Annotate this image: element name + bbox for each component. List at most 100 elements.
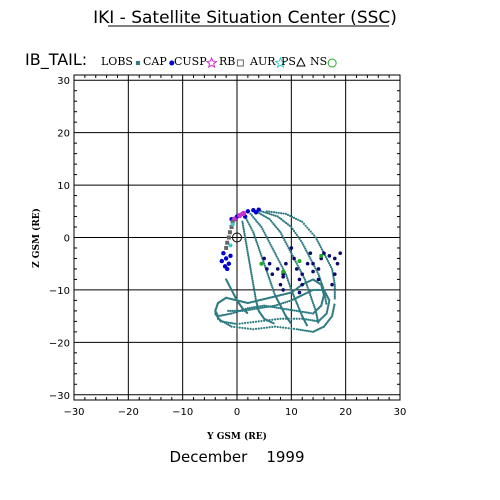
- ps-point: [305, 261, 310, 266]
- lobs-point: [289, 250, 292, 254]
- lobs-point: [265, 216, 268, 219]
- lobs-point: [260, 225, 263, 229]
- lobs-point: [252, 233, 256, 236]
- cap-point: [245, 209, 251, 214]
- lobs-point: [269, 280, 272, 283]
- cap-point: [228, 253, 233, 259]
- lobs-point: [279, 231, 282, 234]
- lobs-point: [327, 302, 330, 305]
- lobs-point: [250, 227, 253, 230]
- lobs-point: [299, 270, 302, 273]
- lobs-point: [248, 263, 252, 267]
- x-tick-label: 0: [234, 407, 240, 418]
- lobs-point: [287, 280, 290, 284]
- lobs-point: [258, 250, 262, 254]
- lobs-point: [258, 212, 261, 215]
- lobs-point: [279, 263, 282, 266]
- lobs-point: [333, 297, 336, 300]
- lobs-point: [246, 321, 249, 324]
- rb-point: [229, 225, 234, 230]
- lobs-point: [315, 314, 318, 317]
- lobs-point: [253, 235, 256, 238]
- lobs-point: [314, 307, 317, 311]
- lobs-point: [233, 309, 236, 312]
- lobs-point: [251, 308, 254, 311]
- lobs-point: [309, 318, 312, 322]
- lobs-point: [286, 213, 290, 216]
- lobs-point: [252, 216, 255, 219]
- lobs-point: [301, 329, 304, 332]
- ps-point: [284, 261, 288, 266]
- lobs-point: [260, 254, 263, 257]
- lobs-point: [267, 276, 271, 279]
- lobs-point: [265, 235, 268, 238]
- lobs-point: [308, 292, 311, 295]
- lobs-point: [285, 221, 288, 225]
- lobs-point: [330, 267, 334, 271]
- lobs-point: [281, 219, 284, 222]
- lobs-point: [260, 210, 263, 213]
- lobs-point: [260, 213, 263, 216]
- lobs-point: [283, 239, 286, 242]
- lobs-point: [220, 314, 223, 317]
- lobs-point: [268, 212, 271, 216]
- lobs-point: [298, 268, 301, 271]
- lobs-point: [314, 267, 317, 270]
- lobs-point: [305, 282, 308, 285]
- lobs-point: [280, 233, 283, 236]
- lobs-point: [324, 298, 327, 301]
- lobs-point: [333, 291, 336, 294]
- lobs-point: [322, 286, 325, 290]
- lobs-point: [324, 296, 327, 299]
- legend-label: LOBS: [101, 55, 133, 68]
- lobs-point: [273, 224, 277, 227]
- lobs-point: [228, 324, 231, 327]
- lobs-point: [294, 260, 297, 263]
- lobs-point: [247, 258, 250, 261]
- lobs-point: [252, 283, 255, 286]
- lobs-point: [313, 265, 316, 268]
- lobs-point: [275, 255, 278, 258]
- lobs-point: [309, 296, 313, 299]
- lobs-point: [270, 210, 273, 214]
- lobs-point: [243, 230, 246, 233]
- lobs-point: [257, 327, 260, 330]
- lobs-point: [303, 329, 307, 332]
- lobs-point: [273, 251, 276, 254]
- lobs-point: [318, 244, 321, 247]
- lobs-point: [249, 308, 252, 311]
- ps-point: [327, 254, 332, 258]
- y-tick-label: −30: [49, 391, 70, 402]
- lobs-point: [252, 285, 255, 288]
- y-axis-label: Z GSM (RE): [31, 208, 42, 268]
- lobs-point: [264, 233, 267, 236]
- lobs-point: [307, 288, 310, 291]
- lobs-point: [252, 328, 255, 331]
- lobs-point: [263, 262, 266, 265]
- ps-point: [330, 282, 334, 287]
- ps-point: [292, 256, 296, 261]
- lobs-point: [221, 320, 225, 323]
- ns-point: [259, 261, 264, 266]
- lobs-point: [251, 279, 254, 282]
- legend-label: NS: [310, 55, 327, 68]
- ps-point: [333, 256, 337, 261]
- lobs-point: [268, 210, 271, 213]
- lobs-point: [292, 229, 296, 233]
- lobs-point: [332, 310, 335, 313]
- lobs-point: [290, 215, 294, 218]
- lobs-point: [331, 311, 334, 314]
- legend-marker-star: [274, 56, 287, 69]
- lobs-point: [272, 222, 275, 226]
- lobs-point: [229, 309, 232, 312]
- lobs-point: [249, 225, 252, 228]
- lobs-point: [273, 318, 277, 321]
- lobs-point: [288, 284, 292, 288]
- lobs-point: [254, 297, 257, 300]
- lobs-point: [302, 243, 305, 246]
- x-tick-label: 30: [394, 407, 407, 418]
- lobs-point: [254, 219, 258, 222]
- lobs-point: [270, 284, 273, 287]
- lobs-point: [286, 223, 290, 226]
- lobs-point: [271, 247, 274, 250]
